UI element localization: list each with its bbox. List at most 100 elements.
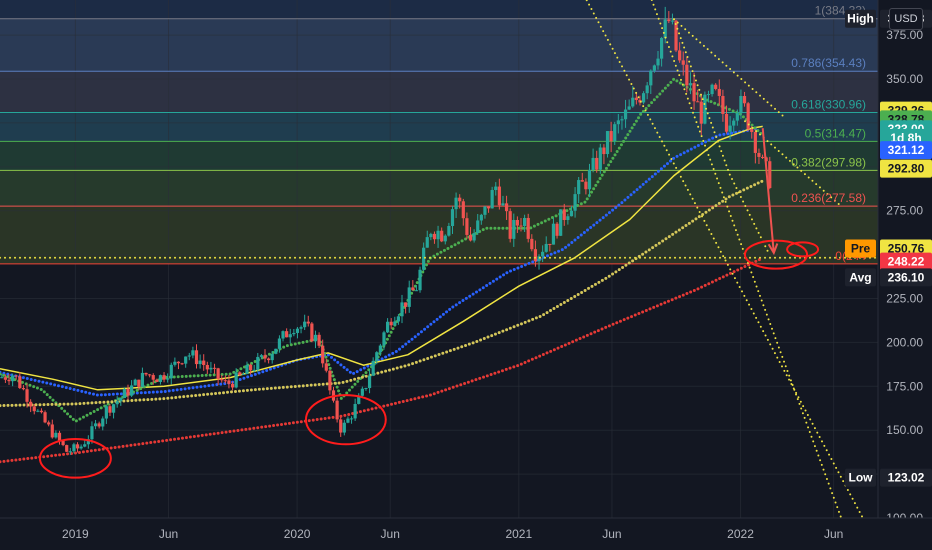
highlight-circle xyxy=(786,241,820,258)
price-label-value: 123.02 xyxy=(888,471,925,485)
candle-body xyxy=(382,332,386,346)
candle-body xyxy=(295,328,300,333)
candle-body xyxy=(436,230,440,240)
candle-body xyxy=(321,345,325,364)
candle-body xyxy=(306,321,310,324)
candle-body xyxy=(667,19,671,22)
candle-body xyxy=(631,97,635,107)
time-axis[interactable]: 2019 Jun 2020 Jun 2021 Jun 2022 Jun xyxy=(0,517,932,550)
price-tick-label: 200.00 xyxy=(886,335,923,349)
candle-body xyxy=(198,360,202,365)
candle-body xyxy=(746,103,750,130)
candle-body xyxy=(115,401,119,405)
candle-body xyxy=(404,302,408,307)
highlight-circle xyxy=(743,239,809,270)
price-label-box xyxy=(880,468,932,487)
candle-body xyxy=(537,256,541,262)
candle-body xyxy=(144,372,148,375)
candle-body xyxy=(465,218,469,235)
fib-band xyxy=(0,141,878,171)
candle-body xyxy=(130,385,134,396)
candle-body xyxy=(645,85,649,94)
candle-body xyxy=(443,235,447,242)
candle-body xyxy=(389,321,393,326)
time-axis-bg xyxy=(0,518,932,550)
price-label-value: 248.22 xyxy=(888,255,925,269)
candle-body xyxy=(587,169,592,190)
candle-body xyxy=(245,364,249,375)
candle-body xyxy=(11,375,15,382)
candle-body xyxy=(119,398,123,402)
candle-body xyxy=(728,125,732,132)
fib-band xyxy=(0,112,878,142)
candle-body xyxy=(47,422,51,425)
candle-body xyxy=(432,233,437,240)
candle-body xyxy=(497,186,501,206)
candle-body xyxy=(202,360,206,365)
candle-body xyxy=(108,406,112,413)
price-tick-label: 350.00 xyxy=(886,72,923,86)
candle-body xyxy=(285,331,289,338)
moving-average-line xyxy=(0,126,760,397)
candle-body xyxy=(595,157,599,170)
candle-body xyxy=(148,374,152,376)
fib-label: 0.382(297.98) xyxy=(791,155,866,169)
price-label-box xyxy=(880,141,932,160)
candle-body xyxy=(562,209,566,220)
candle-body xyxy=(274,348,278,354)
candle-body xyxy=(706,94,711,96)
candle-body xyxy=(494,186,498,191)
candle-body xyxy=(530,238,534,250)
price-label-value: 236.10 xyxy=(888,270,925,284)
candle-body xyxy=(580,180,584,182)
candle-body xyxy=(166,378,170,380)
candle-body xyxy=(515,219,519,226)
candle-body xyxy=(375,352,379,361)
currency-button[interactable]: USD xyxy=(889,8,923,30)
candle-body xyxy=(0,377,4,379)
price-label-box xyxy=(880,252,932,271)
candle-body xyxy=(544,243,548,252)
candle-body xyxy=(180,363,184,365)
candle-body xyxy=(21,388,26,390)
candle-body xyxy=(14,375,18,377)
grid-lines xyxy=(0,0,878,519)
time-tick-label: 2020 xyxy=(284,527,311,541)
candle-body xyxy=(609,131,613,142)
fib-label: 0.5(314.47) xyxy=(805,126,866,140)
price-tick-label: 275.00 xyxy=(886,204,923,218)
candle-body xyxy=(450,209,455,227)
candle-body xyxy=(104,406,108,419)
candle-body xyxy=(173,361,177,365)
candle-body xyxy=(310,323,314,342)
candle-body xyxy=(256,356,260,370)
candle-body xyxy=(699,101,703,124)
candle-body xyxy=(223,380,227,382)
time-tick-label: 2019 xyxy=(62,527,89,541)
candle-body xyxy=(602,147,606,155)
candle-body xyxy=(476,220,480,234)
price-tick-label: 175.00 xyxy=(886,379,923,393)
candle-body xyxy=(111,404,116,413)
candle-body xyxy=(238,372,242,375)
candle-body xyxy=(519,225,523,227)
price-label-tag-box xyxy=(845,9,876,28)
candle-body xyxy=(649,70,653,86)
candle-body xyxy=(360,388,364,396)
candle-body xyxy=(299,327,303,329)
candle-body xyxy=(54,432,58,438)
candle-body xyxy=(378,345,382,353)
candle-body xyxy=(270,353,274,361)
candle-body xyxy=(324,363,328,371)
candle-body xyxy=(90,426,94,440)
candle-body xyxy=(29,401,33,407)
price-label-tag: High xyxy=(847,12,874,26)
candle-body xyxy=(696,101,700,103)
candle-body xyxy=(259,355,263,357)
candle-body xyxy=(688,83,693,86)
candle-body xyxy=(227,380,231,384)
fib-label: 0.236(277.58) xyxy=(791,191,866,205)
candle-body xyxy=(461,201,465,219)
time-tick-label: 2021 xyxy=(505,527,532,541)
